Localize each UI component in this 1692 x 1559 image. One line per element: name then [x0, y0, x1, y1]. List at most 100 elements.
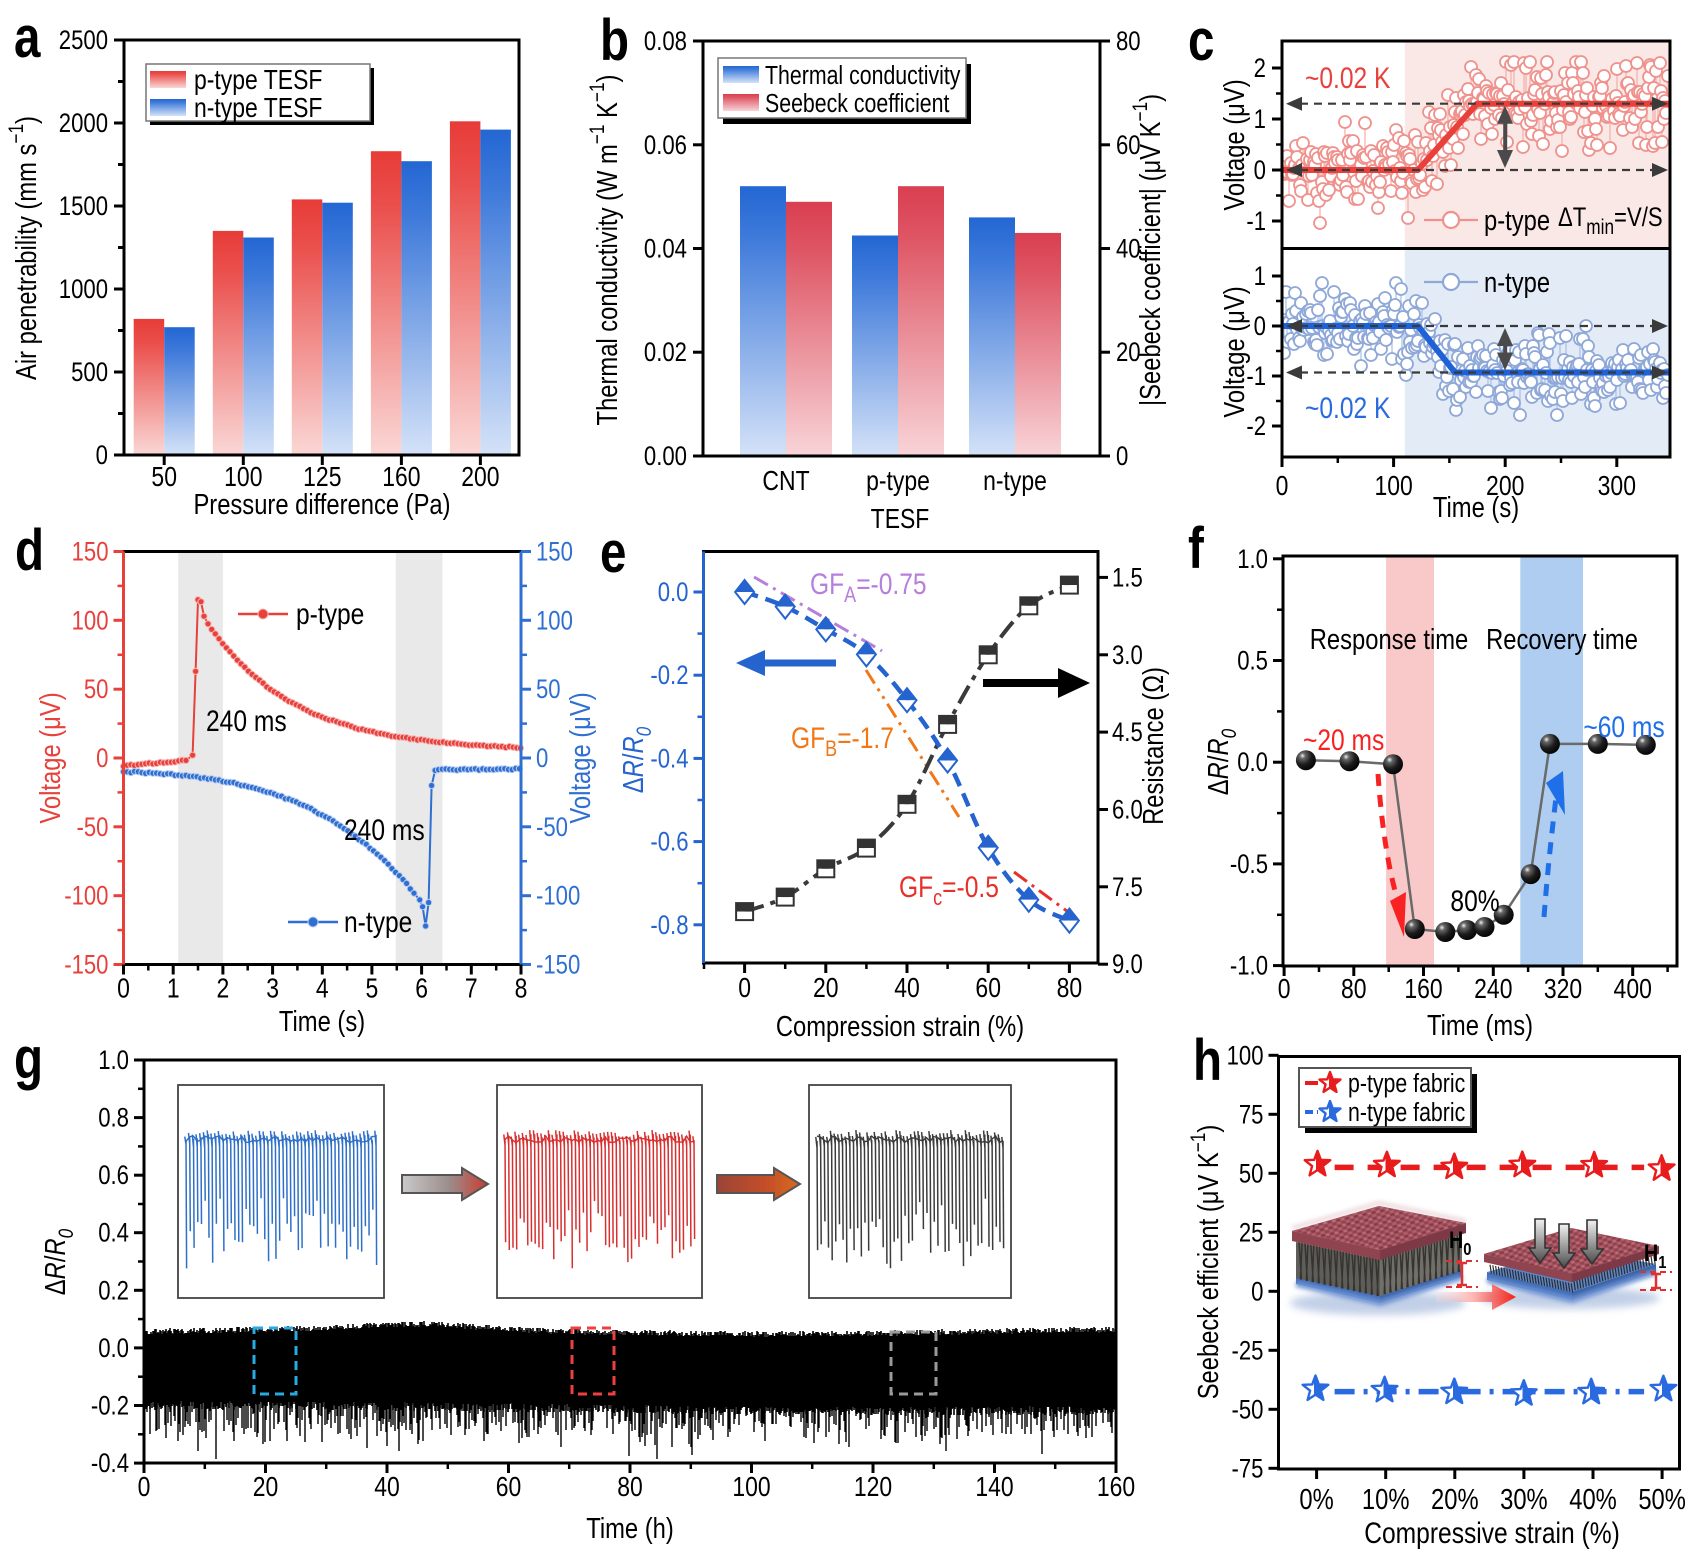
svg-text:Air penetrability (mm s−1): Air penetrability (mm s−1) [6, 116, 43, 380]
svg-text:0: 0 [138, 1472, 151, 1503]
svg-text:Time (s): Time (s) [1433, 491, 1519, 524]
svg-text:g: g [14, 1027, 43, 1092]
svg-text:100: 100 [72, 606, 109, 636]
svg-text:10%: 10% [1362, 1483, 1410, 1516]
svg-text:2000: 2000 [59, 109, 108, 139]
svg-text:d: d [15, 519, 44, 584]
svg-text:0: 0 [1276, 471, 1289, 502]
svg-text:0.0: 0.0 [1237, 748, 1268, 778]
svg-text:Voltage (μV): Voltage (μV) [564, 692, 597, 823]
svg-text:0: 0 [1116, 442, 1128, 472]
svg-text:60: 60 [496, 1472, 522, 1503]
svg-text:Seebeck efficient (μV K−1): Seebeck efficient (μV K−1) [1188, 1125, 1225, 1400]
svg-text:0: 0 [1251, 1277, 1263, 1307]
svg-text:-25: -25 [1232, 1336, 1264, 1366]
svg-text:2: 2 [1254, 54, 1266, 84]
svg-text:Thermal conductivity (W m−1 K−: Thermal conductivity (W m−1 K−1) [587, 75, 624, 426]
svg-text:-0.8: -0.8 [650, 911, 688, 941]
svg-text:40: 40 [1116, 235, 1141, 265]
svg-text:n-type fabric: n-type fabric [1348, 1098, 1465, 1128]
svg-text:80: 80 [1057, 973, 1083, 1004]
svg-text:p-type: p-type [866, 466, 930, 497]
svg-text:-50: -50 [1232, 1395, 1264, 1425]
svg-text:Pressure difference (Pa): Pressure difference (Pa) [193, 488, 450, 521]
svg-text:240 ms: 240 ms [206, 704, 287, 738]
svg-text:1.0: 1.0 [1237, 545, 1268, 575]
svg-text:1: 1 [167, 973, 180, 1004]
svg-text:TESF: TESF [871, 504, 930, 535]
svg-text:Response time: Response time [1310, 623, 1469, 656]
svg-text:b: b [600, 9, 629, 74]
svg-text:40: 40 [374, 1472, 400, 1503]
svg-text:n-type: n-type [983, 466, 1047, 497]
svg-text:200: 200 [1486, 471, 1524, 502]
svg-text:0.4: 0.4 [98, 1219, 129, 1249]
svg-text:9.0: 9.0 [1112, 950, 1143, 980]
svg-text:80: 80 [1116, 27, 1141, 57]
svg-text:0.04: 0.04 [644, 235, 687, 265]
svg-text:1000: 1000 [59, 275, 108, 305]
svg-text:240: 240 [1474, 974, 1512, 1005]
svg-text:125: 125 [303, 462, 341, 493]
svg-text:160: 160 [382, 462, 420, 493]
svg-text:0.2: 0.2 [98, 1276, 129, 1306]
svg-text:1: 1 [1254, 105, 1266, 135]
svg-text:h: h [1193, 1029, 1222, 1094]
svg-text:60: 60 [975, 973, 1001, 1004]
svg-text:50: 50 [1239, 1159, 1264, 1189]
svg-text:Compressive strain (%): Compressive strain (%) [1364, 1516, 1620, 1550]
svg-text:-0.2: -0.2 [650, 661, 688, 691]
svg-text:~0.02 K: ~0.02 K [1305, 61, 1390, 95]
svg-text:4.5: 4.5 [1112, 718, 1143, 748]
svg-text:-0.5: -0.5 [1230, 850, 1268, 880]
svg-text:140: 140 [975, 1472, 1013, 1503]
svg-text:100: 100 [732, 1472, 770, 1503]
svg-text:120: 120 [854, 1472, 892, 1503]
svg-text:~60 ms: ~60 ms [1583, 710, 1664, 744]
svg-text:40: 40 [894, 973, 920, 1004]
svg-text:50%: 50% [1638, 1483, 1686, 1516]
svg-text:50: 50 [151, 462, 177, 493]
svg-text:50: 50 [84, 675, 109, 705]
svg-text:4: 4 [316, 973, 329, 1004]
svg-text:25: 25 [1239, 1218, 1264, 1248]
svg-text:100: 100 [536, 606, 573, 636]
svg-text:-1.0: -1.0 [1230, 952, 1268, 982]
svg-text:Thermal conductivity: Thermal conductivity [765, 61, 961, 91]
svg-text:80%: 80% [1450, 884, 1499, 918]
svg-text:-0.2: -0.2 [91, 1392, 129, 1422]
svg-text:0: 0 [536, 744, 548, 774]
svg-text:0%: 0% [1299, 1483, 1333, 1516]
svg-text:20%: 20% [1431, 1483, 1479, 1516]
svg-text:n-type TESF: n-type TESF [194, 93, 322, 124]
svg-text:GFA=-0.75: GFA=-0.75 [810, 567, 927, 608]
svg-text:GFB=-1.7: GFB=-1.7 [791, 721, 894, 762]
svg-text:6: 6 [415, 973, 428, 1004]
svg-text:30%: 30% [1500, 1483, 1548, 1516]
svg-text:0: 0 [738, 973, 751, 1004]
svg-text:-1: -1 [1246, 207, 1266, 237]
svg-text:240 ms: 240 ms [344, 813, 425, 847]
svg-text:GFc=-0.5: GFc=-0.5 [899, 870, 999, 911]
svg-text:75: 75 [1239, 1100, 1264, 1130]
svg-text:ΔR/R0: ΔR/R0 [1202, 729, 1242, 796]
svg-text:0: 0 [96, 744, 108, 774]
svg-text:Time (ms): Time (ms) [1427, 1009, 1533, 1042]
svg-text:0.08: 0.08 [644, 27, 687, 57]
svg-text:100: 100 [224, 462, 262, 493]
svg-text:0.6: 0.6 [98, 1161, 129, 1191]
svg-text:160: 160 [1404, 974, 1442, 1005]
svg-text:Seebeck coefficient: Seebeck coefficient [765, 89, 950, 119]
svg-text:Voltage (μV): Voltage (μV) [1218, 286, 1251, 417]
svg-text:p-type fabric: p-type fabric [1348, 1069, 1465, 1099]
svg-text:Resistance (Ω): Resistance (Ω) [1137, 667, 1170, 825]
svg-text:40%: 40% [1569, 1483, 1617, 1516]
svg-text:1: 1 [1254, 262, 1266, 292]
svg-text:Recovery time: Recovery time [1486, 623, 1638, 656]
svg-text:200: 200 [461, 462, 499, 493]
svg-text:2500: 2500 [59, 26, 108, 56]
svg-text:f: f [1188, 517, 1204, 582]
svg-text:-1: -1 [1246, 362, 1266, 392]
svg-text:8: 8 [515, 973, 528, 1004]
svg-text:500: 500 [71, 358, 108, 388]
